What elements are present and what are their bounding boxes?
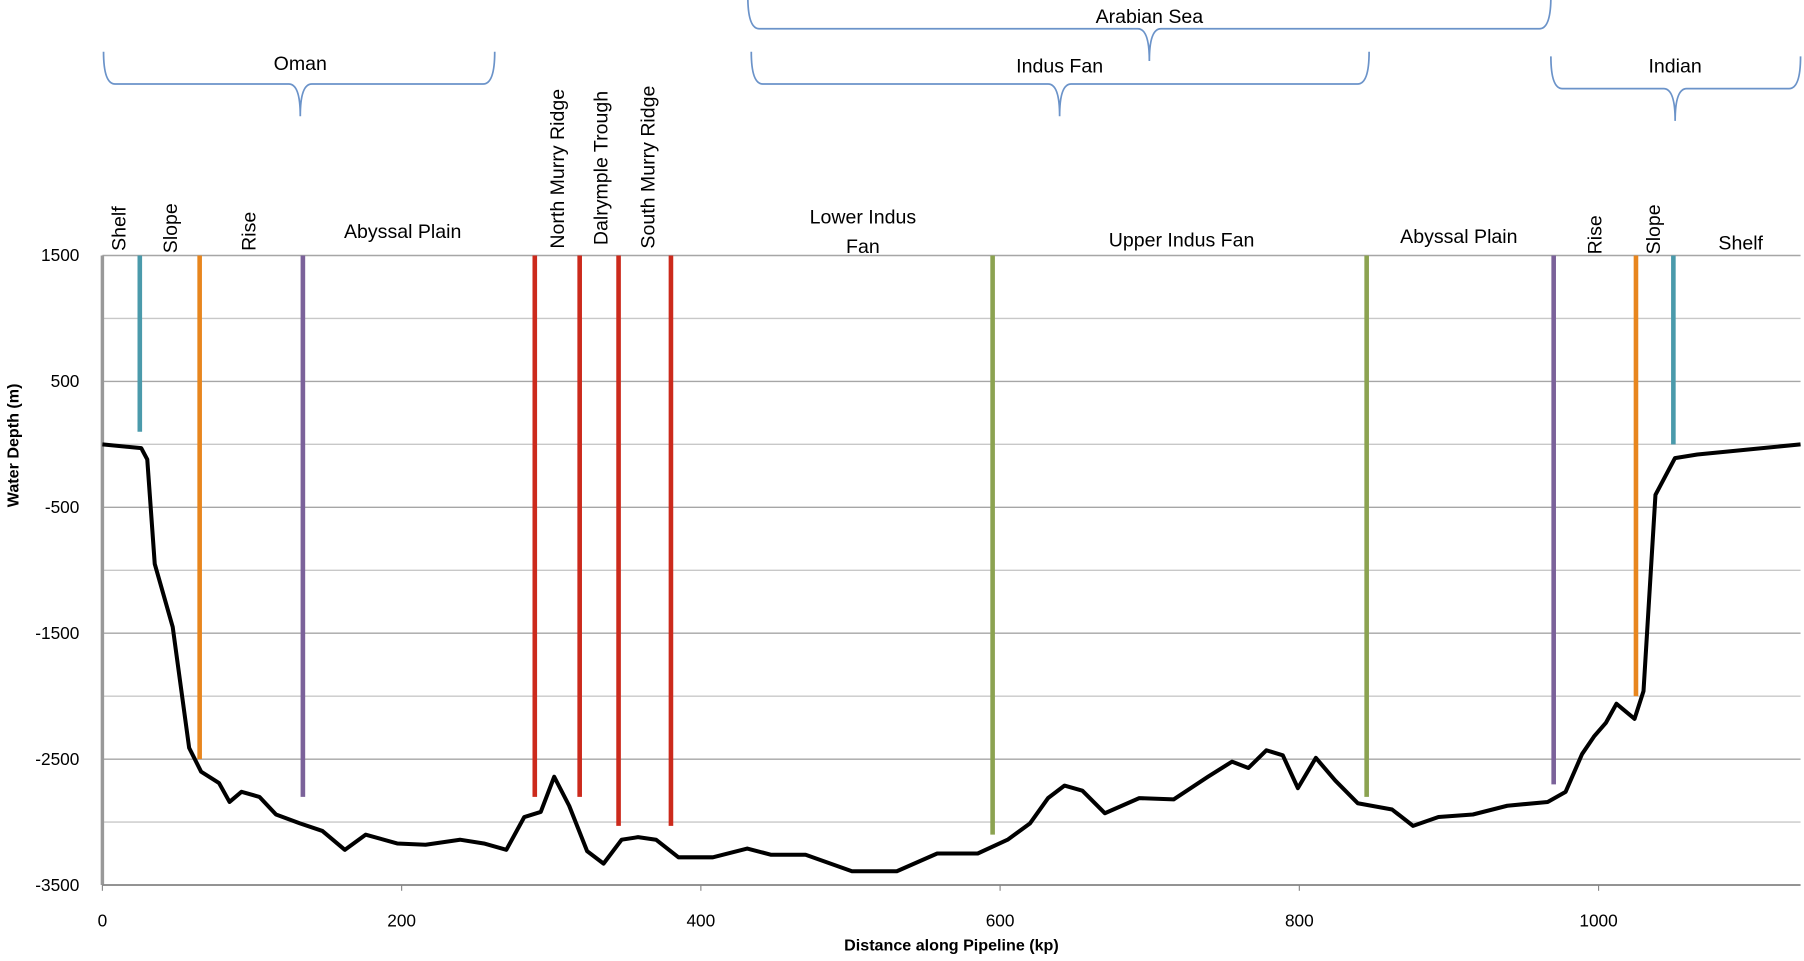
- zone-label: Abyssal Plain: [1400, 226, 1517, 248]
- zone-label: Dalrymple Trough: [590, 91, 612, 245]
- zone-label: Shelf: [1718, 233, 1763, 255]
- brace-label: Oman: [274, 53, 327, 75]
- x-tick-label: 400: [686, 910, 715, 930]
- y-axis-title: Water Depth (m): [4, 384, 22, 508]
- brace-label: Arabian Sea: [1096, 6, 1204, 28]
- brace: [750, 51, 1370, 117]
- zone-label: Fan: [846, 236, 880, 258]
- x-axis-title: Distance along Pipeline (kp): [844, 937, 1059, 955]
- zone-label: Upper Indus Fan: [1109, 229, 1255, 251]
- y-tick-label: -500: [45, 497, 80, 517]
- brace-label: Indus Fan: [1016, 56, 1103, 78]
- brace: [1550, 56, 1802, 121]
- zone-label: South Murry Ridge: [638, 86, 660, 249]
- zone-label: Slope: [160, 203, 182, 253]
- zone-label: Lower Indus: [810, 206, 917, 228]
- brace: [747, 0, 1552, 61]
- brace: [102, 51, 496, 117]
- y-tick-label: -3500: [35, 875, 79, 895]
- y-tick-label: 1500: [41, 245, 79, 265]
- brace-label: Indian: [1649, 56, 1702, 78]
- y-tick-label: -1500: [35, 623, 79, 643]
- x-tick-label: 800: [1285, 910, 1314, 930]
- zone-label: Shelf: [108, 206, 130, 251]
- zone-label: Rise: [1585, 215, 1607, 254]
- x-tick-label: 200: [387, 910, 416, 930]
- x-tick-label: 0: [98, 910, 108, 930]
- x-tick-label: 600: [986, 910, 1015, 930]
- zone-label: Rise: [238, 212, 260, 251]
- zone-label: Slope: [1643, 204, 1665, 254]
- depth-profile: [102, 442, 1801, 874]
- y-tick-label: 500: [51, 371, 80, 391]
- x-tick-label: 1000: [1579, 910, 1617, 930]
- zone-label: North Murry Ridge: [547, 89, 569, 249]
- y-tick-label: -2500: [35, 749, 79, 769]
- zone-label: Abyssal Plain: [344, 221, 461, 243]
